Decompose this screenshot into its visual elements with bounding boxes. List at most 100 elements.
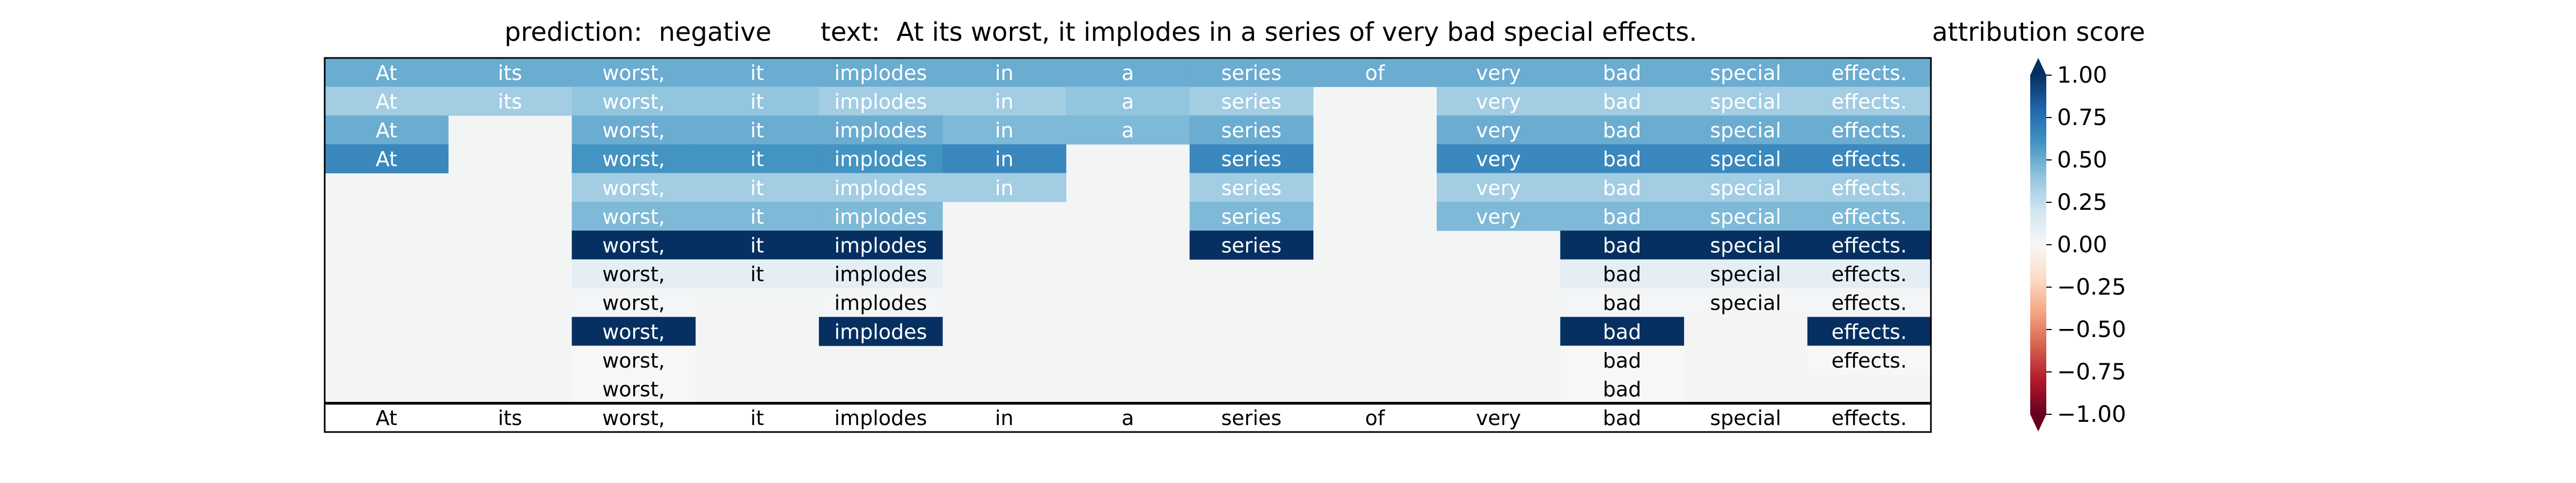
heatmap-cell: [572, 173, 696, 202]
heatmap-cell: [942, 173, 1066, 202]
heatmap-cell: [1807, 144, 1931, 173]
cell-token-label: special: [1710, 148, 1781, 171]
token-axis-label: a: [1122, 406, 1134, 430]
colorbar-tick-label: 0.25: [2057, 189, 2107, 215]
heatmap-cell: [1189, 86, 1314, 116]
heatmap-cell: [818, 58, 943, 87]
cell-token-label: its: [498, 61, 522, 85]
cell-token-label: series: [1221, 205, 1282, 229]
cell-token-label: worst,: [602, 378, 665, 401]
cell-token-label: very: [1476, 148, 1521, 171]
token-axis-label: series: [1221, 406, 1282, 430]
heatmap-cell: [1560, 259, 1685, 289]
cell-token-label: very: [1476, 61, 1521, 85]
heatmap-cell: [942, 58, 1066, 87]
heatmap-cell: [1684, 173, 1808, 202]
cell-token-label: At: [376, 148, 397, 171]
cell-token-label: a: [1122, 90, 1134, 113]
colorbar-tick-label: −0.50: [2057, 316, 2126, 342]
cell-token-label: implodes: [835, 205, 927, 229]
heatmap-cell: [695, 202, 819, 231]
token-axis-label: At: [376, 406, 397, 430]
cell-token-label: series: [1221, 119, 1282, 142]
cell-token-label: bad: [1603, 262, 1642, 286]
heatmap-cell: [1189, 144, 1314, 173]
cell-token-label: effects.: [1832, 234, 1907, 258]
cell-token-label: At: [376, 61, 397, 85]
heatmap-cell: [572, 115, 696, 145]
cell-token-label: implodes: [835, 234, 927, 258]
heatmap-cell: [572, 346, 696, 375]
heatmap-cell: [572, 144, 696, 173]
heatmap-cell: [1560, 86, 1685, 116]
heatmap-cell: [1437, 144, 1561, 173]
heatmap-cell: [1684, 58, 1808, 87]
heatmap-cell: [1807, 288, 1931, 318]
heatmap-cell: [818, 115, 943, 145]
heatmap-frame: [324, 57, 1932, 433]
cell-token-label: implodes: [835, 90, 927, 113]
prediction-label: prediction:: [504, 17, 642, 47]
token-axis-label: effects.: [1832, 406, 1907, 430]
heatmap-cell: [1684, 259, 1808, 289]
heatmap-cell: [1684, 202, 1808, 231]
cell-token-label: effects.: [1832, 320, 1907, 343]
heatmap-cell: [572, 58, 696, 87]
token-axis-label: worst,: [602, 406, 665, 430]
colorbar-tick-label: −0.75: [2057, 358, 2126, 385]
heatmap-cell: [1066, 115, 1190, 145]
text-label: text:: [821, 17, 880, 47]
heatmap-cell: [325, 58, 449, 87]
token-axis-label: its: [498, 406, 522, 430]
cell-token-label: bad: [1603, 205, 1642, 229]
cell-token-label: it: [750, 262, 764, 286]
cell-token-label: special: [1710, 90, 1781, 113]
heatmap-cell: [695, 173, 819, 202]
colorbar-top-extend: [2030, 58, 2046, 75]
colorbar-title: attribution score: [1932, 17, 2146, 47]
cell-token-label: worst,: [602, 205, 665, 229]
heatmap-cell: [1066, 58, 1190, 87]
heatmap-cell: [1189, 115, 1314, 145]
heatmap-cell: [1684, 86, 1808, 116]
heatmap-cell: [1807, 346, 1931, 375]
token-axis-label: implodes: [835, 406, 927, 430]
cell-token-label: worst,: [602, 90, 665, 113]
heatmap-cell: [1560, 202, 1685, 231]
colorbar-tick-label: 0.50: [2057, 147, 2107, 173]
cell-token-label: bad: [1603, 148, 1642, 171]
heatmap-cell: [572, 288, 696, 318]
cell-token-label: implodes: [835, 320, 927, 343]
cell-token-label: worst,: [602, 262, 665, 286]
cell-token-label: series: [1221, 176, 1282, 200]
cell-token-label: its: [498, 90, 522, 113]
heatmap-cell: [818, 173, 943, 202]
cell-token-label: bad: [1603, 378, 1642, 401]
heatmap-cell: [1313, 58, 1437, 87]
heatmap-cell: [818, 317, 943, 346]
cell-token-label: worst,: [602, 176, 665, 200]
heatmap-cell: [1560, 288, 1685, 318]
cell-token-label: special: [1710, 205, 1781, 229]
cell-token-label: bad: [1603, 119, 1642, 142]
heatmap-cell: [818, 144, 943, 173]
cell-token-label: of: [1365, 61, 1386, 85]
cell-token-label: worst,: [602, 291, 665, 315]
heatmap-cell: [572, 374, 696, 404]
cell-token-label: bad: [1603, 320, 1642, 343]
cell-token-label: series: [1221, 61, 1282, 85]
heatmap-cell: [572, 86, 696, 116]
heatmap-cell: [1437, 115, 1561, 145]
cell-token-label: a: [1122, 119, 1134, 142]
heatmap-cell: [1560, 58, 1685, 87]
cell-token-label: it: [750, 90, 764, 113]
cell-token-label: worst,: [602, 349, 665, 372]
cell-token-label: effects.: [1832, 291, 1907, 315]
token-axis-label: of: [1365, 406, 1386, 430]
heatmap-cell: [1807, 202, 1931, 231]
heatmap-cell: [448, 58, 572, 87]
heatmap-cell: [942, 86, 1066, 116]
heatmap-cell: [1807, 317, 1931, 346]
cell-token-label: it: [750, 119, 764, 142]
heatmap-cell: [818, 86, 943, 116]
